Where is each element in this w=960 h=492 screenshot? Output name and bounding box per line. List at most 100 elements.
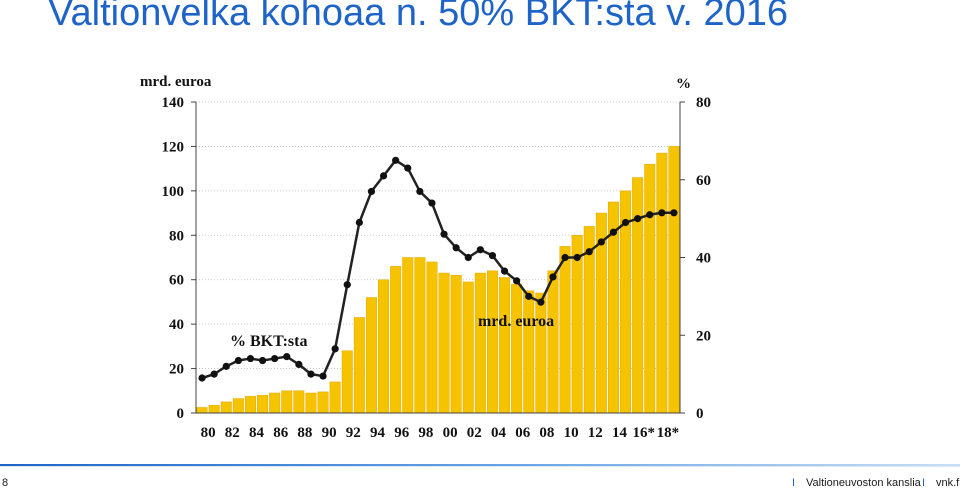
bar xyxy=(632,177,644,414)
line-point xyxy=(634,215,642,223)
annotation-pct-gdp: % BKT:sta xyxy=(230,333,307,350)
x-tick-label: 04 xyxy=(491,425,507,441)
x-tick-label: 10 xyxy=(564,425,579,441)
line-point xyxy=(343,281,351,289)
line-point xyxy=(416,187,424,196)
bar xyxy=(220,401,232,414)
bar xyxy=(438,272,450,414)
left-tick-label: 140 xyxy=(162,95,185,111)
line-point xyxy=(367,187,376,196)
line-point xyxy=(464,253,472,262)
line-point xyxy=(198,374,206,382)
x-tick-label: 06 xyxy=(515,425,531,441)
line-point xyxy=(488,251,497,260)
line-point xyxy=(500,267,509,275)
right-tick-label: 40 xyxy=(696,251,711,267)
x-tick-label: 84 xyxy=(249,425,265,441)
line-series xyxy=(198,156,678,382)
bar xyxy=(353,317,365,414)
line-point xyxy=(234,356,242,365)
bar xyxy=(269,392,281,414)
line-point xyxy=(295,360,303,369)
bar xyxy=(523,290,535,414)
footer-divider xyxy=(0,464,960,466)
footer-site: vnk.fi xyxy=(936,477,960,489)
page-number: 8 xyxy=(2,477,9,489)
bar xyxy=(390,266,402,414)
footer-divider-shadow xyxy=(0,466,960,467)
bar xyxy=(305,392,317,414)
line-point xyxy=(525,292,533,300)
line-point xyxy=(355,218,363,227)
line-point xyxy=(609,228,618,236)
bar xyxy=(571,235,583,414)
right-tick-label: 0 xyxy=(696,406,704,422)
bar xyxy=(474,272,486,414)
line-point xyxy=(440,230,448,238)
bar-series xyxy=(196,146,680,414)
bar xyxy=(486,270,498,414)
series-line xyxy=(201,159,674,380)
bar xyxy=(281,390,293,414)
left-tick-label: 100 xyxy=(162,184,185,200)
x-tick-label: 08 xyxy=(539,425,554,441)
axes xyxy=(195,102,681,414)
x-tick-label: 82 xyxy=(225,425,240,441)
line-point xyxy=(658,209,666,217)
bar xyxy=(535,292,547,414)
line-point xyxy=(646,211,654,219)
x-tick-label: 88 xyxy=(297,425,312,441)
line-point xyxy=(283,353,291,361)
bar xyxy=(462,281,474,414)
left-tick-label: 20 xyxy=(169,362,184,378)
bar xyxy=(232,398,244,414)
bar xyxy=(414,257,426,414)
line-point xyxy=(379,172,388,180)
slide-title: Valtionvelka kohoaa n. 50% BKT:sta v. 20… xyxy=(48,0,789,34)
bar xyxy=(196,407,208,414)
bar xyxy=(547,270,559,414)
bar xyxy=(656,152,668,414)
bar xyxy=(244,396,256,414)
line-point xyxy=(597,238,605,246)
line-point xyxy=(585,248,593,256)
annotation-billion-eur: mrd. euroa xyxy=(478,313,554,330)
left-tick-label: 40 xyxy=(169,317,184,333)
line-point xyxy=(210,370,218,378)
bar xyxy=(426,261,438,414)
bar xyxy=(559,246,571,414)
left-tick-label: 80 xyxy=(169,228,184,244)
x-tick-label: 90 xyxy=(322,425,337,441)
line-point xyxy=(513,277,521,285)
bar xyxy=(329,381,341,414)
left-tick-label: 120 xyxy=(162,139,185,155)
x-tick-label: 86 xyxy=(273,425,289,441)
bar xyxy=(378,279,390,414)
line-point xyxy=(621,218,630,227)
x-tick-label: 96 xyxy=(394,425,410,441)
bar xyxy=(644,163,656,414)
line-point xyxy=(246,354,255,363)
x-tick-label: 80 xyxy=(201,425,216,441)
x-tick-label: 14 xyxy=(612,425,628,441)
x-tick-label: 18* xyxy=(657,425,680,441)
right-tick-label: 80 xyxy=(696,95,711,111)
x-tick-label: 12 xyxy=(588,425,603,441)
line-point xyxy=(222,362,230,370)
x-tick-label: 00 xyxy=(443,425,458,441)
bar xyxy=(208,404,220,414)
bar xyxy=(293,390,305,414)
bar xyxy=(499,277,511,414)
line-point xyxy=(331,345,339,353)
line-point xyxy=(271,354,279,363)
line-point xyxy=(573,253,581,262)
bar xyxy=(365,297,377,414)
gridlines xyxy=(196,101,680,369)
bar xyxy=(450,275,462,414)
x-tick-label: 92 xyxy=(346,425,361,441)
right-axis-label: % xyxy=(676,76,691,92)
line-point xyxy=(537,298,545,306)
x-tick-label: 16* xyxy=(632,425,655,441)
